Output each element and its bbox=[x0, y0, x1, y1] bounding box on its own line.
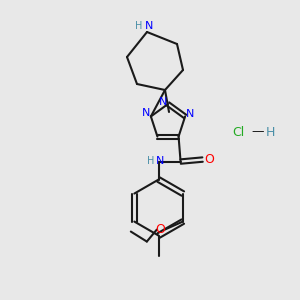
Text: H: H bbox=[147, 156, 154, 166]
Text: N: N bbox=[145, 21, 153, 31]
Text: —: — bbox=[252, 125, 264, 139]
Text: H: H bbox=[135, 21, 143, 31]
Text: N: N bbox=[155, 156, 164, 166]
Text: N: N bbox=[142, 108, 150, 118]
Text: O: O bbox=[205, 153, 214, 166]
Text: O: O bbox=[155, 223, 165, 236]
Text: N: N bbox=[186, 110, 194, 119]
Text: H: H bbox=[265, 125, 275, 139]
Text: Cl: Cl bbox=[232, 125, 244, 139]
Text: N: N bbox=[159, 97, 167, 107]
